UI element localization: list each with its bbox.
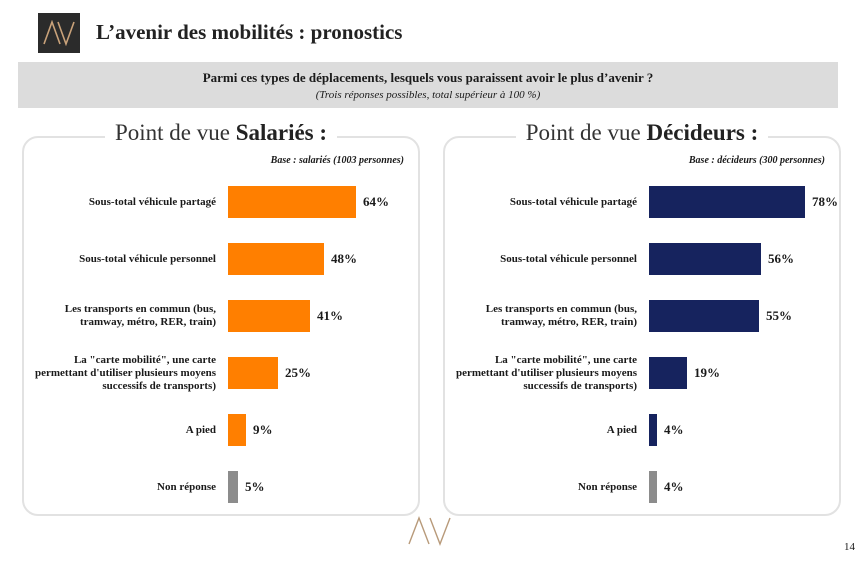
av-logo-icon: [408, 516, 451, 546]
panel-title-bold: Salariés :: [235, 120, 328, 145]
bar: [649, 414, 657, 446]
bar: [228, 186, 356, 218]
panel-title-salaries: Point de vue Salariés :: [24, 120, 418, 146]
panel-salaries: Point de vue Salariés : Base : salariés …: [22, 120, 420, 516]
bar: [228, 300, 310, 332]
question-subtext: (Trois réponses possibles, total supérie…: [315, 89, 541, 101]
data-label: 48%: [331, 251, 357, 266]
data-label: 78%: [812, 194, 838, 209]
page-number: 14: [844, 541, 855, 553]
bar: [228, 243, 324, 275]
category-label: Non réponse: [157, 480, 216, 493]
category-label: Sous-total véhicule personnel: [500, 252, 637, 265]
data-label: 41%: [317, 308, 343, 323]
category-label: Les transports en commun (bus, tramway, …: [485, 303, 637, 328]
av-logo-icon: [43, 20, 75, 46]
data-label: 9%: [253, 422, 273, 437]
data-label: 4%: [664, 422, 684, 437]
data-label: 5%: [245, 479, 265, 494]
base-note: Base : décideurs (300 personnes): [688, 155, 825, 166]
category-label: La "carte mobilité", une carte permettan…: [456, 353, 637, 392]
data-label: 56%: [768, 251, 794, 266]
bar: [649, 243, 761, 275]
bar: [228, 357, 278, 389]
data-label: 19%: [694, 365, 720, 380]
data-label: 64%: [363, 194, 389, 209]
base-note: Base : salariés (1003 personnes): [270, 155, 404, 166]
bar: [649, 300, 759, 332]
panel-decideurs: Point de vue Décideurs : Base : décideur…: [443, 120, 841, 516]
panel-title-prefix: Point de vue: [525, 120, 647, 145]
category-label: A pied: [606, 423, 637, 436]
category-label: Non réponse: [578, 480, 637, 493]
bar: [649, 357, 687, 389]
bar: [228, 414, 246, 446]
panel-title-bold: Décideurs :: [646, 120, 759, 145]
category-label: A pied: [185, 423, 216, 436]
question-text: Parmi ces types de déplacements, lesquel…: [202, 70, 654, 85]
bar: [228, 471, 238, 503]
category-label: Sous-total véhicule partagé: [88, 195, 216, 208]
panel-title-decideurs: Point de vue Décideurs :: [445, 120, 839, 146]
question-band: Parmi ces types de déplacements, lesquel…: [18, 62, 838, 108]
page-title: L’avenir des mobilités : pronostics: [96, 20, 403, 44]
footer-logo: [406, 516, 454, 551]
data-label: 55%: [766, 308, 792, 323]
category-label: Sous-total véhicule personnel: [79, 252, 216, 265]
data-label: 25%: [285, 365, 311, 380]
brand-logo: [38, 13, 80, 53]
data-label: 4%: [664, 479, 684, 494]
category-label: Les transports en commun (bus, tramway, …: [64, 303, 216, 328]
bar: [649, 471, 657, 503]
bar: [649, 186, 805, 218]
category-label: La "carte mobilité", une carte permettan…: [35, 353, 216, 392]
category-label: Sous-total véhicule partagé: [509, 195, 637, 208]
panel-title-prefix: Point de vue: [114, 120, 236, 145]
